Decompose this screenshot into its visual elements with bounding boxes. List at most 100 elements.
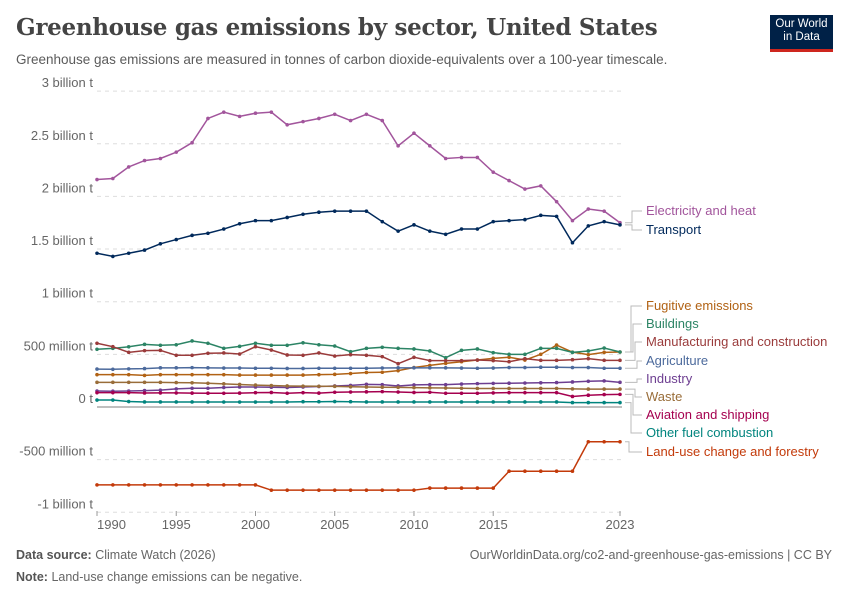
data-point-other-fuel-combustion [317,399,321,404]
data-point-buildings [190,339,194,343]
data-point-aviation-and-shipping [269,390,274,395]
data-point-agriculture [317,366,321,371]
data-point-land-use-change-and-forestry [158,483,163,487]
data-point-fugitive-emissions [364,370,369,375]
data-point-manufacturing-and-construction [317,351,321,355]
owid-logo[interactable]: Our World in Data [770,15,833,52]
data-point-aviation-and-shipping [618,392,622,397]
data-point-buildings [412,347,416,351]
data-point-waste [317,384,321,389]
source-label: Data source: [16,548,92,562]
data-point-fugitive-emissions [586,352,591,357]
data-point-fugitive-emissions [95,372,99,377]
data-point-other-fuel-combustion [507,400,511,404]
data-point-electricity-and-heat [301,119,305,124]
data-point-fugitive-emissions [348,371,353,376]
legend-label-electricity-and-heat[interactable]: Electricity and heat [646,203,756,218]
data-point-other-fuel-combustion [364,400,369,404]
data-point-agriculture [412,366,416,370]
data-point-manufacturing-and-construction [285,353,289,357]
y-tick-label: 2.5 billion t [31,128,94,143]
data-point-manufacturing-and-construction [364,353,369,358]
data-point-transport [95,251,99,256]
source-link[interactable]: Climate Watch (2026) [95,548,216,562]
data-point-buildings [285,343,289,348]
legend-label-buildings[interactable]: Buildings [646,316,699,331]
y-tick-label: 3 billion t [42,75,94,90]
data-point-other-fuel-combustion [301,399,305,404]
data-point-manufacturing-and-construction [111,344,115,349]
data-point-industry [491,381,496,386]
x-tick-label: 2005 [320,517,349,532]
data-point-agriculture [237,366,242,370]
legend-label-aviation-and-shipping[interactable]: Aviation and shipping [646,407,769,422]
legend-label-industry[interactable]: Industry [646,371,693,386]
data-point-other-fuel-combustion [206,400,210,404]
data-point-buildings [126,344,131,349]
legend-label-land-use-change-and-forestry[interactable]: Land-use change and forestry [646,444,819,459]
data-point-other-fuel-combustion [95,398,99,402]
data-point-waste [443,386,448,390]
data-point-fugitive-emissions [269,373,274,377]
data-point-waste [332,384,337,389]
legend-label-other-fuel-combustion[interactable]: Other fuel combustion [646,425,773,440]
data-point-electricity-and-heat [221,110,226,114]
line-chart: 3 billion t 2.5 billion t 2 billion t 1.5 b… [19,75,827,532]
data-point-fugitive-emissions [332,372,337,377]
data-point-electricity-and-heat [206,116,210,121]
data-point-land-use-change-and-forestry [412,488,416,492]
data-point-buildings [428,349,432,353]
data-point-fugitive-emissions [507,355,511,360]
data-point-aviation-and-shipping [332,390,337,395]
data-point-other-fuel-combustion [126,399,131,404]
data-point-industry [570,380,575,384]
data-point-fugitive-emissions [443,361,448,366]
data-point-waste [380,385,385,390]
data-point-electricity-and-heat [285,122,289,127]
data-point-fugitive-emissions [396,368,400,373]
data-point-land-use-change-and-forestry [253,483,258,487]
data-point-other-fuel-combustion [523,400,527,404]
data-point-electricity-and-heat [443,156,448,161]
data-point-transport [317,210,321,214]
source-url[interactable]: OurWorldinData.org/co2-and-greenhouse-ga… [469,548,832,562]
legend-label-agriculture[interactable]: Agriculture [646,353,708,368]
data-point-aviation-and-shipping [190,391,194,395]
legend-label-waste[interactable]: Waste [646,389,682,404]
legend-label-manufacturing-and-construction[interactable]: Manufacturing and construction [646,334,827,349]
data-point-land-use-change-and-forestry [586,439,591,444]
data-point-aviation-and-shipping [111,390,115,395]
data-point-industry [618,380,622,385]
data-point-aviation-and-shipping [142,391,147,395]
chart-subtitle: Greenhouse gas emissions are measured in… [16,52,668,67]
legend-label-transport[interactable]: Transport [646,222,702,237]
data-point-transport [126,251,131,256]
series-line-buildings [96,340,621,359]
data-point-buildings [554,346,559,351]
legend-label-fugitive-emissions[interactable]: Fugitive emissions [646,298,753,313]
data-point-aviation-and-shipping [538,390,543,395]
data-point-buildings [364,346,369,351]
data-point-industry [443,382,448,387]
data-point-other-fuel-combustion [554,400,559,404]
data-point-aviation-and-shipping [364,390,369,394]
data-point-industry [237,385,242,389]
data-point-waste [570,387,575,391]
data-point-buildings [158,343,163,348]
y-tick-label: 0 t [79,391,94,406]
data-point-agriculture [95,367,99,371]
data-point-manufacturing-and-construction [332,354,337,358]
data-point-transport [443,232,448,237]
data-point-agriculture [602,366,606,371]
data-point-electricity-and-heat [602,209,606,213]
data-point-waste [618,387,622,391]
legend-connector [625,341,642,361]
legend-connector [625,323,642,353]
data-point-buildings [507,352,511,357]
data-point-industry [190,386,194,391]
data-point-fugitive-emissions [190,372,194,377]
data-point-manufacturing-and-construction [491,358,496,363]
legend-connector [625,378,642,383]
data-point-buildings [538,346,543,351]
series-line-land-use-change-and-forestry [97,440,620,491]
